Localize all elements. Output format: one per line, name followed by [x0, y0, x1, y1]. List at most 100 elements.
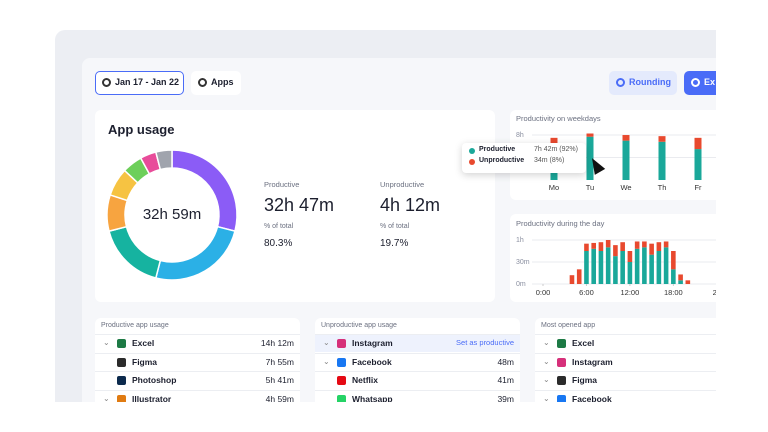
- bar-segment: [635, 241, 640, 248]
- bar-segment: [584, 244, 589, 251]
- app-name: Instagram: [572, 357, 613, 367]
- bar-segment: [659, 136, 666, 142]
- app-icon: [557, 376, 566, 385]
- bar-segment: [642, 247, 647, 284]
- app-name: Excel: [132, 338, 154, 348]
- bar-segment: [591, 243, 596, 249]
- app-name: Photoshop: [132, 375, 176, 385]
- stat-label: Productive: [264, 180, 299, 189]
- calendar-icon: [102, 78, 111, 87]
- apps-text: Apps: [211, 77, 234, 87]
- bar-segment: [686, 280, 691, 284]
- chevron: ⌄: [543, 375, 550, 384]
- bar-segment: [649, 255, 654, 284]
- x-tick-label: Th: [658, 183, 667, 192]
- bar-segment: [659, 142, 666, 180]
- bar-segment: [620, 242, 625, 251]
- bar-segment: [642, 241, 647, 247]
- chevron: ⌄: [543, 338, 550, 347]
- bar-segment: [628, 262, 633, 284]
- app-icon: [557, 339, 566, 348]
- y-tick-label: 30m: [516, 259, 530, 266]
- y-tick-label: 0m: [516, 281, 526, 288]
- chevron: ⌄: [103, 338, 110, 347]
- set-productive-link[interactable]: Set as productive: [414, 338, 514, 347]
- bar-segment: [695, 149, 702, 180]
- app-icon: [337, 339, 346, 348]
- stat-label: Unproductive: [380, 180, 424, 189]
- app-time: 14h 12m: [194, 338, 294, 348]
- apps-icon: [198, 78, 207, 87]
- bar-segment: [671, 251, 676, 269]
- chart-title: Productivity during the day: [516, 219, 604, 228]
- tooltip-dot: [469, 148, 475, 154]
- stat-share-label: % of total: [380, 223, 409, 230]
- chevron: ⌄: [543, 357, 550, 366]
- bar-segment: [649, 244, 654, 255]
- app-name: Facebook: [352, 357, 392, 367]
- donut-total: 32h 59m: [122, 206, 222, 223]
- bar-segment: [606, 240, 611, 247]
- table-title: Unproductive app usage: [321, 322, 397, 329]
- x-tick-label: Tu: [586, 183, 594, 192]
- app-name: Figma: [132, 357, 157, 367]
- date-range-text: Jan 17 - Jan 22: [115, 77, 179, 87]
- app-icon: [337, 358, 346, 367]
- tooltip-dot: [469, 159, 475, 165]
- x-tick-label: We: [620, 183, 631, 192]
- table-title: Most opened app: [541, 322, 595, 329]
- table-title: Productive app usage: [101, 322, 169, 329]
- rounding-icon: [616, 78, 625, 87]
- bar-segment: [664, 247, 669, 284]
- app-time: 48m: [414, 357, 514, 367]
- donut-segment: [109, 227, 160, 278]
- bar-segment: [587, 134, 594, 137]
- stat-time: 32h 47m: [264, 195, 334, 216]
- rounding-text: Rounding: [629, 77, 671, 87]
- bar-segment: [671, 269, 676, 284]
- bar-segment: [623, 141, 630, 180]
- bar-segment: [584, 251, 589, 284]
- bar-segment: [570, 275, 575, 284]
- app-name: Netflix: [352, 375, 378, 385]
- bar-segment: [678, 274, 683, 280]
- bar-segment: [599, 242, 604, 251]
- stat-share: 19.7%: [380, 238, 408, 249]
- bottom-mask: [0, 402, 768, 432]
- tooltip-name: Unproductive: [479, 157, 524, 164]
- app-icon: [557, 358, 566, 367]
- tooltip-value: 34m (8%): [534, 157, 564, 164]
- app-icon: [117, 339, 126, 348]
- donut-segment: [156, 227, 235, 280]
- bar-segment: [657, 242, 662, 251]
- bar-segment: [591, 249, 596, 284]
- bar-segment: [628, 251, 633, 262]
- bar-segment: [577, 269, 582, 284]
- stat-share-label: % of total: [264, 223, 293, 230]
- app-time: 7h 55m: [194, 357, 294, 367]
- app-name: Excel: [572, 338, 594, 348]
- edge-mask: [716, 0, 768, 432]
- tooltip-name: Productive: [479, 146, 515, 153]
- app-name: Instagram: [352, 338, 393, 348]
- bar-segment: [623, 135, 630, 141]
- x-tick-label: 18:00: [664, 288, 683, 297]
- bar-segment: [678, 280, 683, 284]
- app-icon: [117, 376, 126, 385]
- x-tick-label: Fr: [694, 183, 702, 192]
- bar-segment: [635, 249, 640, 284]
- export-text: Ex: [704, 77, 715, 87]
- x-tick-label: 12:00: [621, 288, 640, 297]
- x-tick-label: 0:00: [536, 288, 551, 297]
- bar-segment: [620, 251, 625, 284]
- bar-segment: [613, 245, 618, 256]
- bar-segment: [695, 138, 702, 149]
- x-tick-label: Mo: [549, 183, 559, 192]
- stat-share: 80.3%: [264, 238, 292, 249]
- app-time: 5h 41m: [194, 375, 294, 385]
- bar-segment: [613, 256, 618, 284]
- y-tick-label: 1h: [516, 237, 524, 244]
- x-tick-label: 6:00: [579, 288, 594, 297]
- bar-segment: [606, 247, 611, 284]
